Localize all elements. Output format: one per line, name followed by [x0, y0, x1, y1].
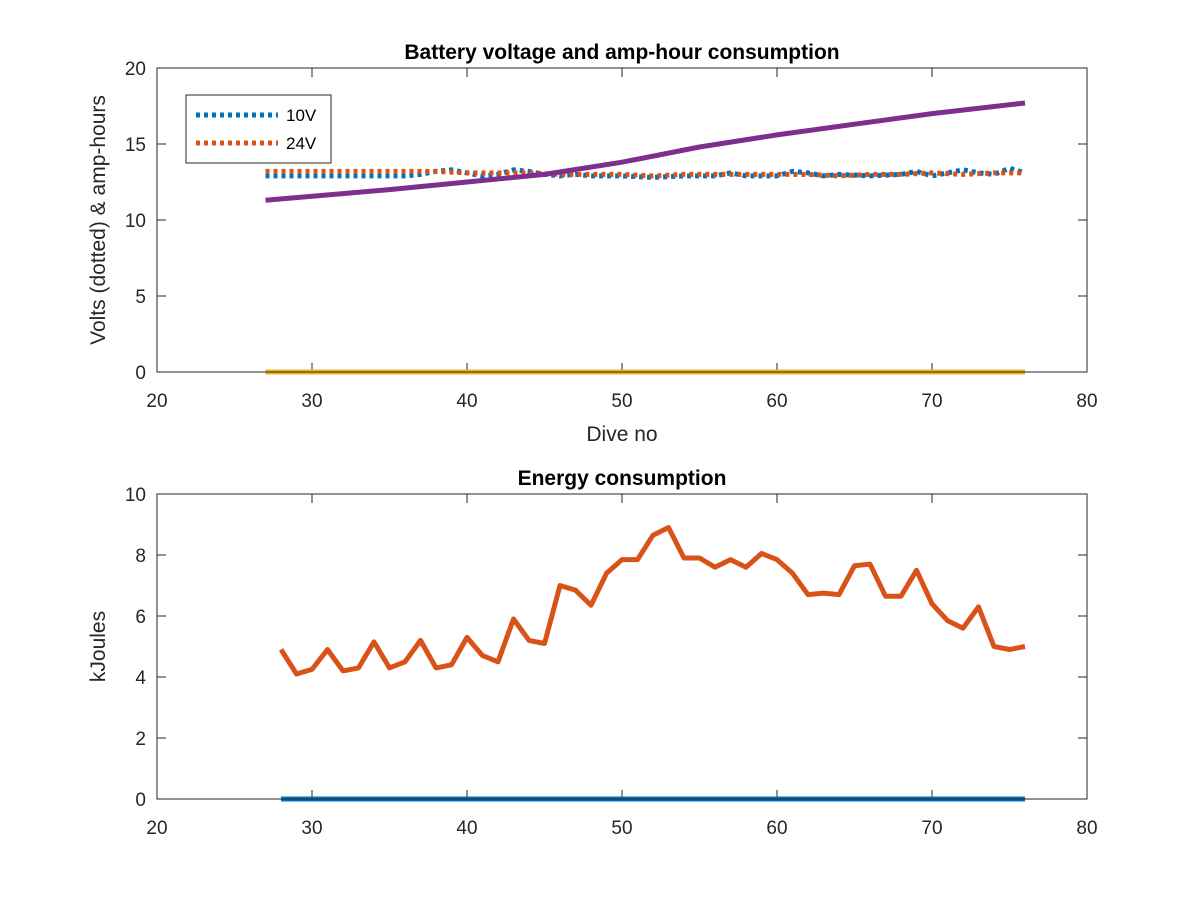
- x-tick-label: 60: [766, 391, 787, 412]
- series-lines: [278, 525, 1026, 802]
- x-tick-label: 70: [921, 391, 942, 412]
- x-tick-label: 80: [1076, 818, 1097, 839]
- y-axis-label: kJoules: [87, 611, 110, 682]
- y-axis-label: Volts (dotted) & amp-hours: [87, 95, 110, 345]
- series-line-24v: [265, 168, 1025, 179]
- legend-box: [185, 94, 332, 164]
- energy-chart: Energy consumption kJoules 20 30 40 50 60 70 8…: [87, 467, 1098, 839]
- x-tick-label: 70: [921, 818, 942, 839]
- x-tick-label: 20: [146, 391, 167, 412]
- x-axis-label: Dive no: [586, 423, 657, 446]
- y-tick-label: 8: [135, 546, 146, 567]
- y-tick-label: 5: [135, 287, 146, 308]
- plot-frame: [156, 67, 1088, 373]
- y-tick-label: 0: [135, 363, 146, 384]
- y-tick-label: 6: [135, 607, 146, 628]
- x-tick-label: 20: [146, 818, 167, 839]
- y-tick-label: 20: [125, 59, 146, 80]
- tick-labels: 20 30 40 50 60 70 80 0 2 4 6 8 10: [125, 485, 1098, 839]
- y-tick-label: 2: [135, 729, 146, 750]
- legend-label-10v: 10V: [286, 106, 317, 125]
- x-tick-label: 80: [1076, 391, 1097, 412]
- chart-title: Battery voltage and amp-hour consumption: [404, 41, 839, 64]
- chart-title: Energy consumption: [518, 467, 727, 490]
- x-tick-label: 60: [766, 818, 787, 839]
- y-tick-label: 4: [135, 668, 146, 689]
- y-tick-label: 15: [125, 135, 146, 156]
- x-tick-label: 40: [456, 391, 477, 412]
- x-tick-label: 30: [301, 818, 322, 839]
- x-tick-label: 50: [611, 818, 632, 839]
- series-line-2: [265, 100, 1026, 203]
- y-tick-label: 10: [125, 485, 146, 506]
- x-tick-label: 30: [301, 391, 322, 412]
- legend: 10V 24V: [185, 94, 332, 164]
- x-tick-label: 50: [611, 391, 632, 412]
- legend-label-24v: 24V: [286, 134, 317, 153]
- y-tick-label: 10: [125, 211, 146, 232]
- plot-frame: [156, 493, 1088, 800]
- y-tick-label: 0: [135, 790, 146, 811]
- series-lines: [265, 100, 1026, 375]
- voltage-chart: Battery voltage and amp-hour consumption…: [87, 41, 1098, 446]
- x-tick-label: 40: [456, 818, 477, 839]
- series-line-0: [278, 525, 1026, 677]
